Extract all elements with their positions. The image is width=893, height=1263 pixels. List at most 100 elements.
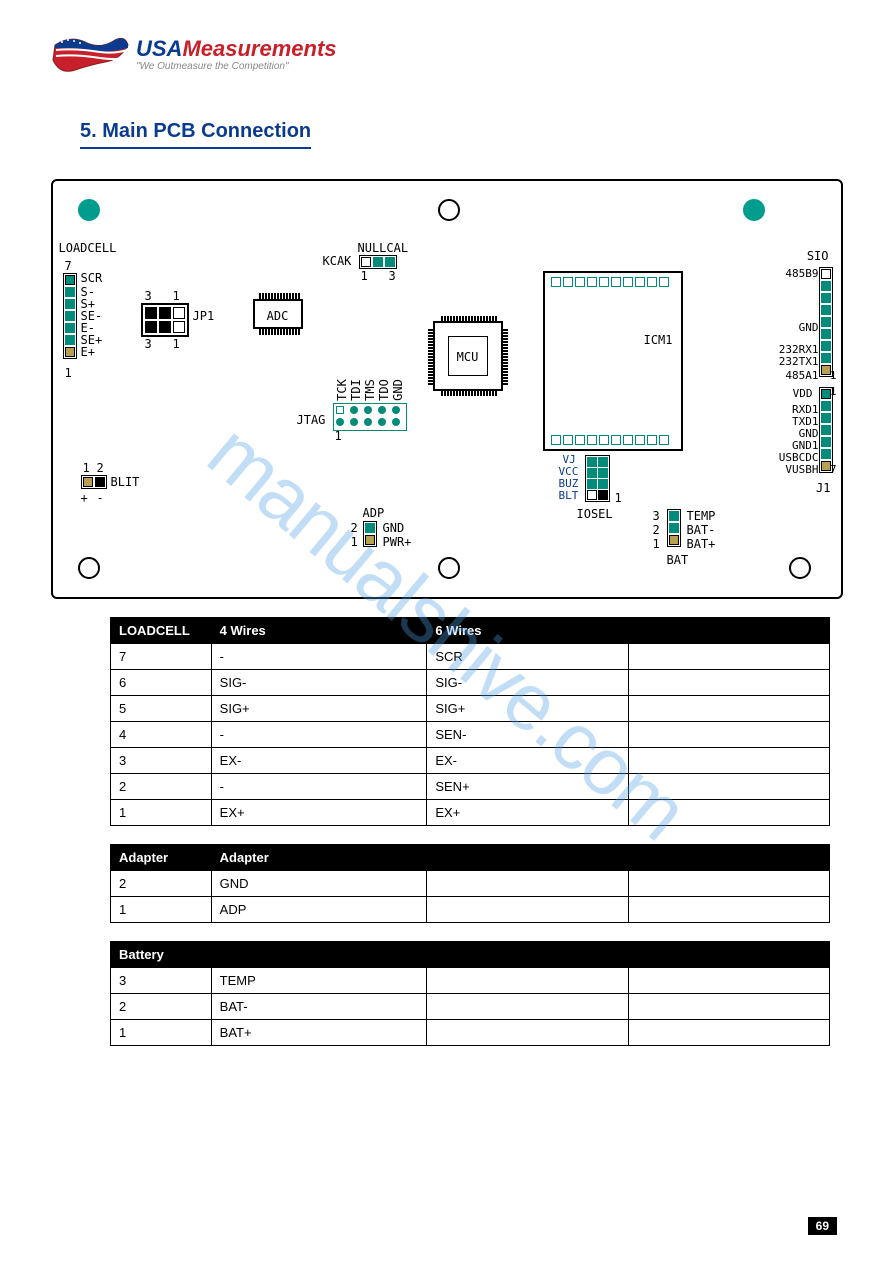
table-cell: EX- <box>427 748 628 774</box>
pin-label: 1 <box>335 429 342 443</box>
table-cell: 1 <box>111 1020 212 1046</box>
adp-header-icon <box>363 521 377 547</box>
pin-label: 1 <box>830 369 837 382</box>
table-row: 6SIG-SIG- <box>111 670 830 696</box>
table-row: 1ADP <box>111 897 830 923</box>
table-cell: EX+ <box>211 800 427 826</box>
pin-label: TEMP <box>687 509 716 523</box>
table-row: 1EX+EX+ <box>111 800 830 826</box>
table-cell: BAT- <box>211 994 427 1020</box>
table-cell: SIG+ <box>211 696 427 722</box>
pin-label: SCR <box>81 271 103 285</box>
pin-label: 1 <box>173 289 180 303</box>
table-row: 4-SEN- <box>111 722 830 748</box>
th <box>427 942 628 968</box>
section-title: 5. Main PCB Connection <box>80 120 311 149</box>
table-cell <box>628 800 829 826</box>
mounting-hole-icon <box>438 199 460 221</box>
icm1-bot-pins-icon <box>551 435 669 445</box>
table-cell: - <box>211 722 427 748</box>
table-cell <box>628 1020 829 1046</box>
sio-label: SIO <box>807 249 829 263</box>
brand-name: USAMeasurements <box>136 38 337 60</box>
iosel-label: IOSEL <box>577 507 613 521</box>
icm1-top-pins-icon <box>551 277 669 287</box>
table-row: 7-SCR <box>111 644 830 670</box>
blit-label: BLIT <box>111 475 140 489</box>
table-cell: 4 <box>111 722 212 748</box>
bat-label: BAT <box>667 553 689 567</box>
th: LOADCELL <box>111 618 212 644</box>
th: 6 Wires <box>427 618 628 644</box>
pin-label: 1 <box>65 366 72 380</box>
table-cell <box>628 897 829 923</box>
table-cell: 1 <box>111 800 212 826</box>
table-row: 2GND <box>111 871 830 897</box>
pin-label: GND <box>383 521 405 535</box>
table-cell: SEN+ <box>427 774 628 800</box>
pin-label: VUSBH <box>785 463 818 476</box>
table-cell: TEMP <box>211 968 427 994</box>
blit-header-icon <box>81 475 107 489</box>
table-cell: SIG- <box>427 670 628 696</box>
pin-label: 1 <box>361 269 368 283</box>
table-cell: SCR <box>427 644 628 670</box>
pin-label: TDI <box>348 379 362 401</box>
th <box>628 618 829 644</box>
loadcell-label: LOADCELL <box>59 241 117 255</box>
table-cell <box>628 871 829 897</box>
adc-label: ADC <box>267 309 289 323</box>
icm1-label: ICM1 <box>644 333 673 347</box>
battery-table: Battery 3TEMP2BAT-1BAT+ <box>110 941 830 1046</box>
table-cell: ADP <box>211 897 427 923</box>
adapter-table: Adapter Adapter 2GND1ADP <box>110 844 830 923</box>
table-cell <box>427 871 628 897</box>
table-cell <box>628 968 829 994</box>
sio-header-icon <box>819 267 833 377</box>
th: Adapter <box>111 845 212 871</box>
pin-label: 485A1 <box>785 369 818 382</box>
table-cell: EX- <box>211 748 427 774</box>
pin-label: PWR+ <box>383 535 412 549</box>
adc-chip-icon: ADC <box>253 299 303 329</box>
table-cell: EX+ <box>427 800 628 826</box>
mounting-hole-icon <box>438 557 460 579</box>
table-cell: 6 <box>111 670 212 696</box>
pin-label: 7 <box>830 463 837 476</box>
pin-label: 1 <box>615 491 622 505</box>
table-cell <box>628 774 829 800</box>
iosel-header-icon <box>585 455 610 502</box>
mcu-outline-icon <box>433 321 503 391</box>
pin-label: GND <box>390 379 404 401</box>
table-cell: 5 <box>111 696 212 722</box>
pin-label: GND <box>799 321 819 334</box>
table-row: 2BAT- <box>111 994 830 1020</box>
icm1-module-icon: ICM1 <box>543 271 683 451</box>
jp1-label: JP1 <box>193 309 215 323</box>
table-row: 2-SEN+ <box>111 774 830 800</box>
pin-label: BAT+ <box>687 537 716 551</box>
nullcal-label: NULLCAL <box>358 241 409 255</box>
pin-label: 1 <box>830 385 837 398</box>
mounting-hole-icon <box>789 557 811 579</box>
th: 4 Wires <box>211 618 427 644</box>
table-cell: 2 <box>111 871 212 897</box>
th <box>628 942 829 968</box>
pin-label: TDO <box>376 379 390 401</box>
pin-label: + <box>81 491 88 505</box>
pin-label: 2 <box>97 461 104 475</box>
table-cell: GND <box>211 871 427 897</box>
table-row: 5SIG+SIG+ <box>111 696 830 722</box>
table-row: 1BAT+ <box>111 1020 830 1046</box>
pin-label: 485B9 <box>785 267 818 280</box>
th: Battery <box>111 942 212 968</box>
pin-label: TCK <box>334 379 348 401</box>
pcb-diagram: LOADCELL 7 1 SCR S- S+ SE- E- SE+ E+ 3 1… <box>51 179 843 599</box>
th <box>628 845 829 871</box>
pin-label: - <box>97 491 104 505</box>
pin-label: 1 <box>83 461 90 475</box>
brand-usa: USA <box>136 36 182 61</box>
table-cell: SEN- <box>427 722 628 748</box>
pin-label: 3 <box>145 337 152 351</box>
adp-label: ADP <box>363 506 385 520</box>
